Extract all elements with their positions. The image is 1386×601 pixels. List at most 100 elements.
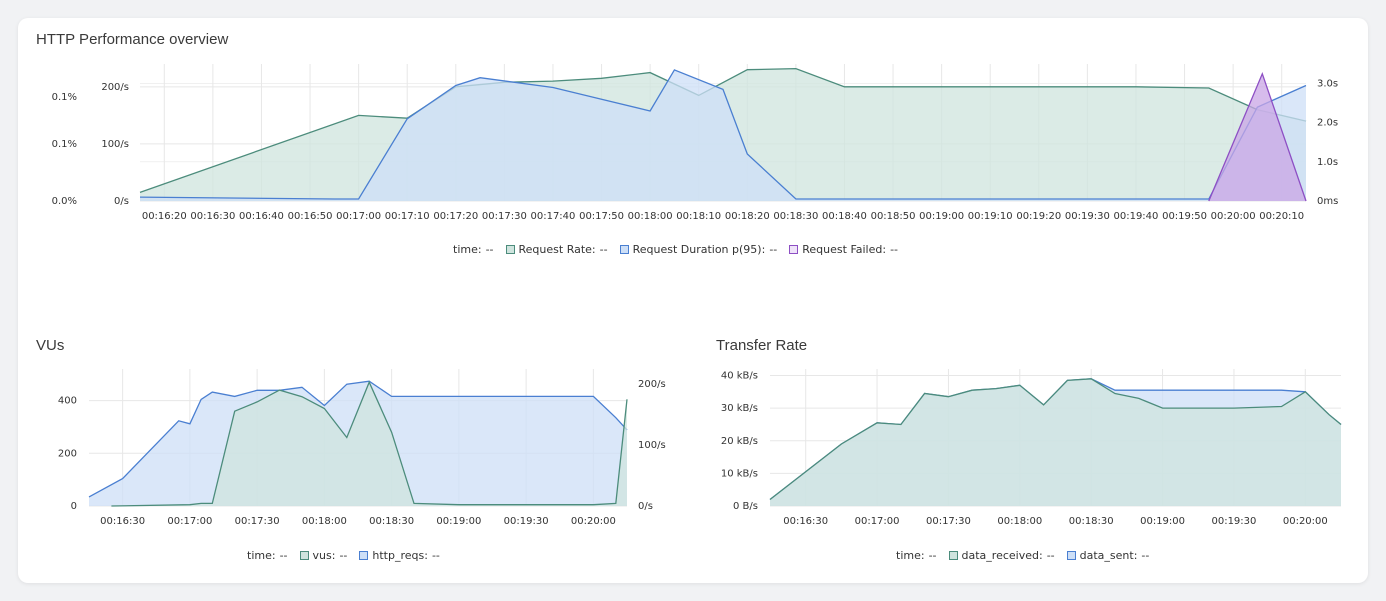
x-tick-label: 00:19:20 (1016, 211, 1061, 222)
x-tick-label: 00:16:20 (142, 211, 187, 222)
legend-item-request-failed[interactable]: Request Failed: -- (789, 243, 898, 256)
y-right-tick-label: 0ms (1317, 196, 1338, 207)
x-tick-label: 00:18:00 (628, 211, 673, 222)
legend-time-value: -- (485, 243, 494, 256)
x-tick-label: 00:16:40 (239, 211, 284, 222)
legend-swatch (299, 551, 309, 560)
x-tick-label: 00:18:20 (725, 211, 770, 222)
x-tick-label: 00:19:30 (1065, 211, 1110, 222)
y-left-tick-label: 200/s (101, 82, 129, 93)
legend-swatch (619, 245, 629, 254)
legend-time: time: -- (453, 243, 494, 256)
y-right-tick-label: 100/s (638, 440, 666, 451)
x-tick-label: 00:18:30 (1069, 516, 1114, 527)
legend-time-label: time: (896, 549, 925, 562)
vus-panel-title: VUs (36, 337, 65, 354)
y-right-tick-label: 200/s (638, 379, 666, 390)
legend-label: Request Failed: (802, 243, 887, 256)
x-tick-label: 00:17:10 (385, 211, 430, 222)
series-area-request-failed (1208, 73, 1306, 201)
legend-time: time: -- (896, 549, 937, 562)
x-tick-label: 00:18:50 (871, 211, 916, 222)
vus-legend: time: -- vus: -- http_reqs: -- (247, 549, 452, 562)
legend-time-label: time: (247, 549, 276, 562)
legend-label: Request Rate: (518, 243, 596, 256)
x-tick-label: 00:17:30 (482, 211, 527, 222)
legend-value: -- (339, 549, 348, 562)
x-tick-label: 00:19:30 (1211, 516, 1256, 527)
y-left-outer-tick-label: 0.1% (52, 92, 77, 103)
transfer-chart-group: 0 B/s 10 kB/s 20 kB/s 30 kB/s 40 kB/s 00:16:3… (721, 369, 1342, 527)
x-tick-label: 00:18:30 (369, 516, 414, 527)
series-area-vus (111, 382, 627, 506)
series-line-data-received (769, 378, 1342, 501)
legend-item-data-sent[interactable]: data_sent: -- (1066, 549, 1149, 562)
x-tick-label: 00:19:50 (1162, 211, 1207, 222)
legend-label: Request Duration p(95): (632, 243, 766, 256)
x-tick-label: 00:20:00 (1211, 211, 1256, 222)
legend-swatch (505, 245, 515, 254)
y-left-outer-tick-label: 0.1% (52, 139, 77, 150)
legend-item-http-reqs[interactable]: http_reqs: -- (359, 549, 440, 562)
series-area-data-received (770, 378, 1341, 506)
legend-item-request-rate[interactable]: Request Rate: -- (505, 243, 608, 256)
y-left-tick-label: 20 kB/s (721, 436, 758, 447)
legend-time-value: -- (279, 549, 288, 562)
x-tick-label: 00:18:00 (302, 516, 347, 527)
x-tick-label: 00:16:50 (288, 211, 333, 222)
y-right-tick-label: 3.0s (1317, 79, 1338, 90)
x-tick-label: 00:17:50 (579, 211, 624, 222)
x-tick-label: 00:18:30 (773, 211, 818, 222)
series-line-vus (111, 380, 628, 507)
legend-swatch (948, 551, 958, 560)
x-tick-label: 00:19:00 (1140, 516, 1185, 527)
x-tick-label: 00:17:00 (855, 516, 900, 527)
x-tick-label: 00:19:00 (919, 211, 964, 222)
x-tick-label: 00:20:10 (1259, 211, 1304, 222)
legend-label: data_received: (961, 549, 1043, 562)
x-tick-label: 00:19:40 (1113, 211, 1158, 222)
legend-item-vus[interactable]: vus: -- (299, 549, 348, 562)
legend-swatch (359, 551, 369, 560)
vus-chart-group: 0 200 400 0/s 100/s 200/s 00:16:30 00:17:00 00:1… (58, 369, 666, 527)
legend-item-data-received[interactable]: data_received: -- (948, 549, 1055, 562)
legend-time-label: time: (453, 243, 482, 256)
y-left-tick-label: 0 B/s (733, 501, 758, 512)
x-tick-label: 00:17:00 (167, 516, 212, 527)
y-left-tick-label: 0/s (114, 196, 129, 207)
x-tick-label: 00:19:00 (436, 516, 481, 527)
x-tick-label: 00:16:30 (190, 211, 235, 222)
http-chart-group: 0/s 100/s 200/s 0.0% 0.1% 0.1% 0ms 1.0s 2.0s 3.0s… (52, 64, 1338, 222)
x-tick-label: 00:17:40 (530, 211, 575, 222)
x-tick-label: 00:17:30 (235, 516, 280, 527)
x-tick-label: 00:17:00 (336, 211, 381, 222)
legend-item-request-duration[interactable]: Request Duration p(95): -- (619, 243, 778, 256)
x-tick-label: 00:20:00 (571, 516, 616, 527)
legend-swatch (789, 245, 799, 254)
x-tick-label: 00:19:30 (504, 516, 549, 527)
x-tick-label: 00:19:10 (968, 211, 1013, 222)
legend-value: -- (1046, 549, 1055, 562)
x-tick-label: 00:18:00 (997, 516, 1042, 527)
y-right-tick-label: 0/s (638, 501, 653, 512)
y-right-tick-label: 2.0s (1317, 118, 1338, 129)
legend-value: -- (769, 243, 778, 256)
y-left-tick-label: 400 (58, 396, 77, 407)
y-left-tick-label: 100/s (101, 139, 129, 150)
x-tick-label: 00:17:20 (433, 211, 478, 222)
legend-time: time: -- (247, 549, 288, 562)
legend-value: -- (431, 549, 440, 562)
legend-label: http_reqs: (372, 549, 428, 562)
transfer-legend: time: -- data_received: -- data_sent: -- (896, 549, 1161, 562)
x-tick-label: 00:16:30 (783, 516, 828, 527)
legend-value: -- (599, 243, 608, 256)
x-tick-label: 00:18:10 (676, 211, 721, 222)
y-left-tick-label: 0 (71, 501, 77, 512)
legend-time-value: -- (928, 549, 937, 562)
x-tick-label: 00:16:30 (100, 516, 145, 527)
http-legend: time: -- Request Rate: -- Request Durati… (453, 243, 910, 256)
legend-value: -- (890, 243, 899, 256)
y-left-tick-label: 40 kB/s (721, 371, 758, 382)
x-tick-label: 00:17:30 (926, 516, 971, 527)
